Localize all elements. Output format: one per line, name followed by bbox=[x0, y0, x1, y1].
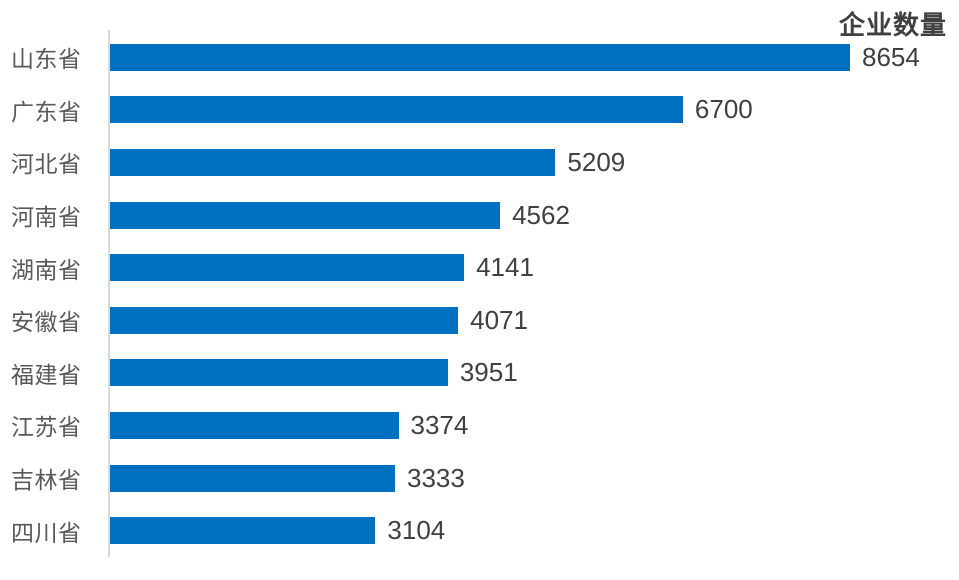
value-label: 3374 bbox=[410, 409, 469, 440]
value-label: 4562 bbox=[512, 199, 570, 230]
chart-row: 福建省 3951 bbox=[0, 347, 959, 400]
value-label: 3333 bbox=[407, 462, 465, 493]
bar bbox=[110, 306, 459, 334]
y-axis-line bbox=[108, 30, 110, 557]
category-label: 吉林省 bbox=[11, 467, 82, 494]
category-label: 河北省 bbox=[11, 151, 82, 178]
bar bbox=[110, 254, 465, 282]
chart-row: 广东省 6700 bbox=[0, 84, 959, 137]
chart-row: 安徽省 4071 bbox=[0, 294, 959, 347]
value-label: 4141 bbox=[476, 252, 534, 283]
value-label: 5209 bbox=[567, 146, 626, 177]
value-label: 3104 bbox=[387, 515, 446, 546]
value-label: 6700 bbox=[694, 94, 753, 125]
category-label: 河南省 bbox=[11, 204, 82, 231]
bar bbox=[110, 359, 448, 387]
bar bbox=[110, 43, 850, 71]
chart-row: 河北省 5209 bbox=[0, 136, 959, 189]
plot-area: 山东省 8654 广东省 6700 河北省 5209 河南省 4562 湖南省 4141 安徽省 40… bbox=[0, 31, 959, 557]
category-label: 福建省 bbox=[11, 361, 82, 388]
category-label: 安徽省 bbox=[11, 309, 82, 336]
chart-row: 湖南省 4141 bbox=[0, 241, 959, 294]
chart-row: 河南省 4562 bbox=[0, 189, 959, 242]
chart-row: 四川省 3104 bbox=[0, 504, 959, 557]
category-label: 广东省 bbox=[11, 98, 82, 125]
chart-row: 山东省 8654 bbox=[0, 31, 959, 84]
bar bbox=[110, 148, 556, 176]
category-label: 山东省 bbox=[11, 46, 82, 73]
value-label: 4071 bbox=[470, 304, 528, 335]
chart-row: 江苏省 3374 bbox=[0, 399, 959, 452]
category-label: 湖南省 bbox=[11, 256, 82, 283]
category-label: 四川省 bbox=[11, 519, 82, 546]
bar bbox=[110, 201, 501, 229]
value-label: 8654 bbox=[862, 41, 920, 72]
bar bbox=[110, 517, 376, 545]
bar bbox=[110, 411, 399, 439]
chart-title: 企业数量 bbox=[838, 10, 947, 40]
chart-row: 吉林省 3333 bbox=[0, 452, 959, 505]
bar bbox=[110, 96, 683, 124]
value-label: 3951 bbox=[459, 357, 518, 388]
bar bbox=[110, 464, 395, 492]
category-label: 江苏省 bbox=[11, 414, 82, 441]
